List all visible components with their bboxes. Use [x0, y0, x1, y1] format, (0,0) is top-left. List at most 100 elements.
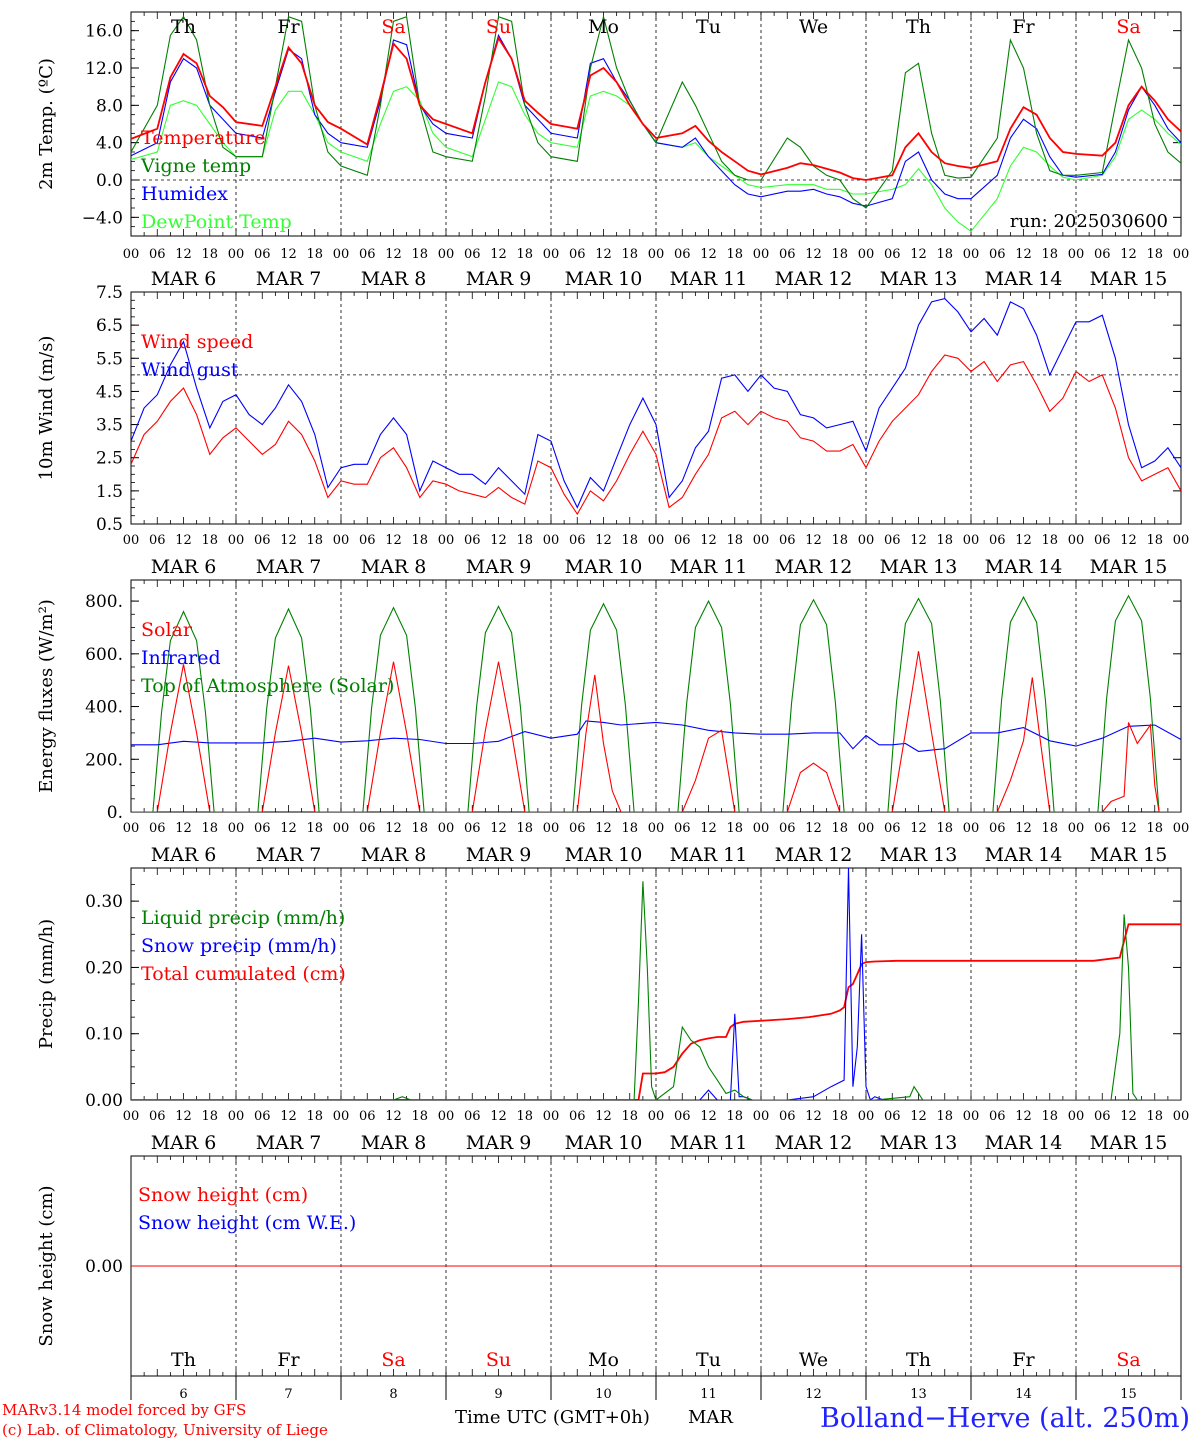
hour-label: 12 [805, 821, 822, 836]
y-tick-label: 0.30 [85, 892, 123, 912]
hour-label: 18 [201, 1109, 218, 1124]
legend-entry: Infrared [141, 647, 221, 669]
series-line-snow-precip-mm-h- [131, 868, 1181, 1100]
y-axis-label: Energy fluxes (W/m²) [36, 599, 57, 793]
panel-1: −4.0 0.0 4.0 8.0 12.0 16.0 2m Temp. (ºC) Temper… [36, 11, 1190, 290]
hour-label: 18 [201, 533, 218, 548]
hour-label: 06 [149, 1109, 166, 1124]
month-day-label: MAR 6 [151, 844, 217, 866]
hour-label: 00 [1068, 821, 1085, 836]
month-day-label: MAR 13 [880, 268, 958, 290]
month-day-label: MAR 6 [151, 268, 217, 290]
weekday-label: We [799, 16, 828, 38]
hour-label: 12 [385, 533, 402, 548]
legend-entry: Vigne temp [140, 155, 251, 177]
weekday-label: Th [906, 16, 931, 38]
hour-label: 12 [385, 1109, 402, 1124]
y-tick-label: 5.5 [96, 349, 123, 369]
hour-label: 12 [805, 247, 822, 262]
hour-label: 00 [543, 533, 560, 548]
weekday-label: Mo [588, 1349, 619, 1371]
y-tick-label: 400. [85, 698, 123, 718]
hour-label: 00 [1173, 247, 1190, 262]
hour-label: 18 [621, 247, 638, 262]
y-axis-label: Snow height (cm) [36, 1185, 57, 1346]
month-day-label: MAR 15 [1090, 556, 1168, 578]
hour-label: 12 [595, 1109, 612, 1124]
hour-label: 00 [858, 1109, 875, 1124]
month-day-label: MAR 8 [361, 556, 427, 578]
hour-label: 18 [936, 247, 953, 262]
series-line-liquid-precip-mm-h- [131, 881, 1181, 1100]
hour-label: 06 [779, 1109, 796, 1124]
hour-label: 12 [1120, 1109, 1137, 1124]
weekday-label: Su [486, 1349, 511, 1371]
hour-label: 00 [963, 247, 980, 262]
hour-label: 00 [753, 533, 770, 548]
month-day-label: MAR 9 [466, 1132, 532, 1154]
hour-label: 06 [884, 1109, 901, 1124]
hour-label: 06 [569, 821, 586, 836]
hour-label: 18 [1041, 1109, 1058, 1124]
month-day-label: MAR 12 [775, 268, 853, 290]
month-day-label: MAR 10 [565, 844, 643, 866]
date-label: 8 [389, 1387, 397, 1402]
hour-label: 12 [175, 533, 192, 548]
hour-label: 00 [438, 1109, 455, 1124]
legend-entry: Humidex [141, 183, 228, 205]
legend-entry: DewPoint Temp [141, 211, 292, 233]
weekday-label: Tu [696, 16, 721, 38]
date-label: 12 [805, 1387, 822, 1402]
month-day-label: MAR 15 [1090, 268, 1168, 290]
hour-label: 06 [1094, 821, 1111, 836]
legend-entry: Temperature [141, 127, 265, 149]
weekday-label: Fr [277, 1349, 300, 1371]
hour-label: 06 [1094, 533, 1111, 548]
hour-label: 06 [359, 821, 376, 836]
y-tick-label: 7.5 [96, 283, 123, 303]
y-tick-label: 8.0 [96, 96, 123, 116]
month-day-label: MAR 7 [256, 268, 322, 290]
hour-label: 18 [726, 821, 743, 836]
hour-label: 18 [936, 533, 953, 548]
hour-label: 00 [333, 247, 350, 262]
month-day-label: MAR 10 [565, 556, 643, 578]
legend-entry: Snow precip (mm/h) [141, 935, 337, 957]
hour-label: 00 [228, 821, 245, 836]
series-line-vigne-temp [131, 15, 1181, 209]
month-day-label: MAR 14 [985, 556, 1063, 578]
month-day-label: MAR 9 [466, 844, 532, 866]
hour-label: 12 [175, 247, 192, 262]
time-axis-label: Time UTC (GMT+0h) [455, 1407, 650, 1428]
hour-label: 18 [201, 247, 218, 262]
hour-label: 00 [1068, 247, 1085, 262]
date-label: 10 [595, 1387, 612, 1402]
date-label: 15 [1120, 1387, 1137, 1402]
hour-label: 18 [306, 533, 323, 548]
hour-label: 00 [753, 1109, 770, 1124]
hour-label: 00 [648, 533, 665, 548]
hour-label: 12 [1120, 821, 1137, 836]
y-tick-label: 0. [107, 803, 123, 823]
hour-label: 12 [280, 533, 297, 548]
hour-label: 06 [464, 1109, 481, 1124]
hour-label: 12 [490, 1109, 507, 1124]
hour-label: 00 [228, 533, 245, 548]
month-day-label: MAR 10 [565, 1132, 643, 1154]
hour-label: 18 [726, 1109, 743, 1124]
month-day-label: MAR 15 [1090, 1132, 1168, 1154]
hour-label: 12 [700, 533, 717, 548]
date-label: 14 [1015, 1387, 1032, 1402]
hour-label: 12 [280, 247, 297, 262]
month-day-label: MAR 14 [985, 844, 1063, 866]
hour-label: 18 [621, 821, 638, 836]
hour-label: 18 [1041, 533, 1058, 548]
hour-label: 06 [359, 247, 376, 262]
hour-label: 06 [674, 1109, 691, 1124]
hour-label: 06 [884, 821, 901, 836]
y-axis-label: 10m Wind (m/s) [36, 336, 57, 481]
y-tick-label: 200. [85, 750, 123, 770]
hour-label: 12 [805, 533, 822, 548]
month-day-label: MAR 15 [1090, 844, 1168, 866]
hour-label: 12 [1120, 533, 1137, 548]
